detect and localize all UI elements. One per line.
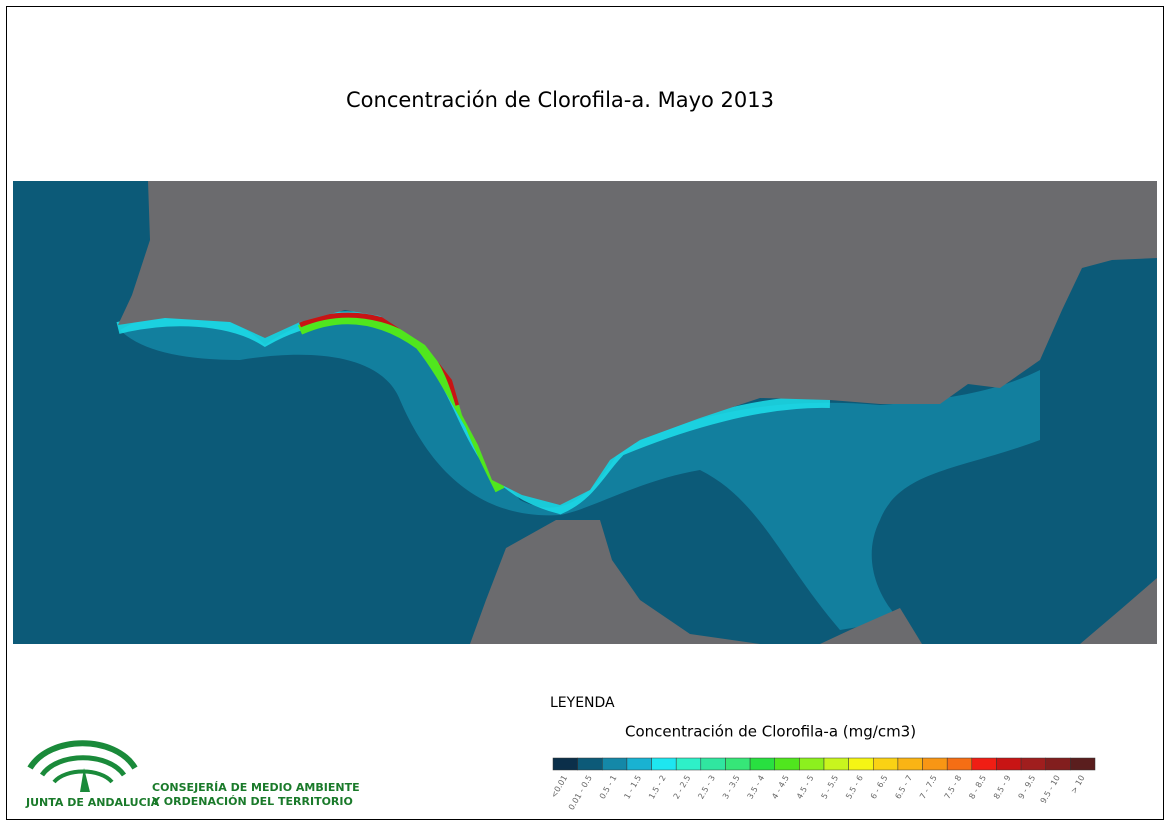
logo-arc — [27, 740, 138, 770]
legend-swatch — [1020, 757, 1046, 771]
legend-swatch — [971, 757, 997, 771]
legend-swatch — [946, 757, 973, 771]
legend-swatch — [1045, 757, 1071, 771]
legend-swatch — [651, 757, 677, 771]
title: Concentración de Clorofila-a. Mayo 2013 — [346, 88, 774, 112]
legend-swatch — [897, 757, 923, 771]
land-south — [1080, 578, 1157, 644]
legend-swatch — [1070, 757, 1096, 771]
legend-swatch — [675, 757, 702, 771]
legend-swatch — [873, 757, 899, 771]
legend-title: Concentración de Clorofila-a (mg/cm3) — [625, 723, 916, 741]
logo-line: Y ORDENACIÓN DEL TERRITORIO — [151, 795, 353, 808]
land-north — [118, 181, 1157, 505]
legend-swatch — [725, 757, 751, 771]
legend-swatch — [749, 757, 775, 771]
legend-swatch — [848, 757, 874, 771]
legend-swatch — [700, 757, 726, 771]
legend-heading: LEYENDA — [550, 695, 615, 711]
logo-arc — [52, 769, 114, 784]
legend-swatch — [577, 757, 603, 771]
land-south — [470, 520, 760, 644]
logo-name: JUNTA DE ANDALUCIA — [25, 796, 160, 809]
legend-swatch — [996, 757, 1022, 771]
legend-swatch — [602, 757, 628, 771]
map — [13, 181, 1157, 644]
logo-column — [80, 768, 90, 792]
legend-swatch — [922, 757, 948, 771]
shelf-water — [120, 312, 1040, 630]
logo-line: CONSEJERÍA DE MEDIO AMBIENTE — [152, 781, 360, 794]
legend-swatch — [799, 757, 825, 771]
legend-swatch — [626, 757, 652, 771]
legend-swatch — [552, 757, 578, 771]
legend-swatch — [823, 757, 849, 771]
logo-arc — [39, 755, 127, 777]
logo: JUNTA DE ANDALUCIA CONSEJERÍA DE MEDIO A… — [25, 740, 360, 809]
land-south — [820, 608, 922, 644]
legend-swatch — [774, 757, 800, 771]
